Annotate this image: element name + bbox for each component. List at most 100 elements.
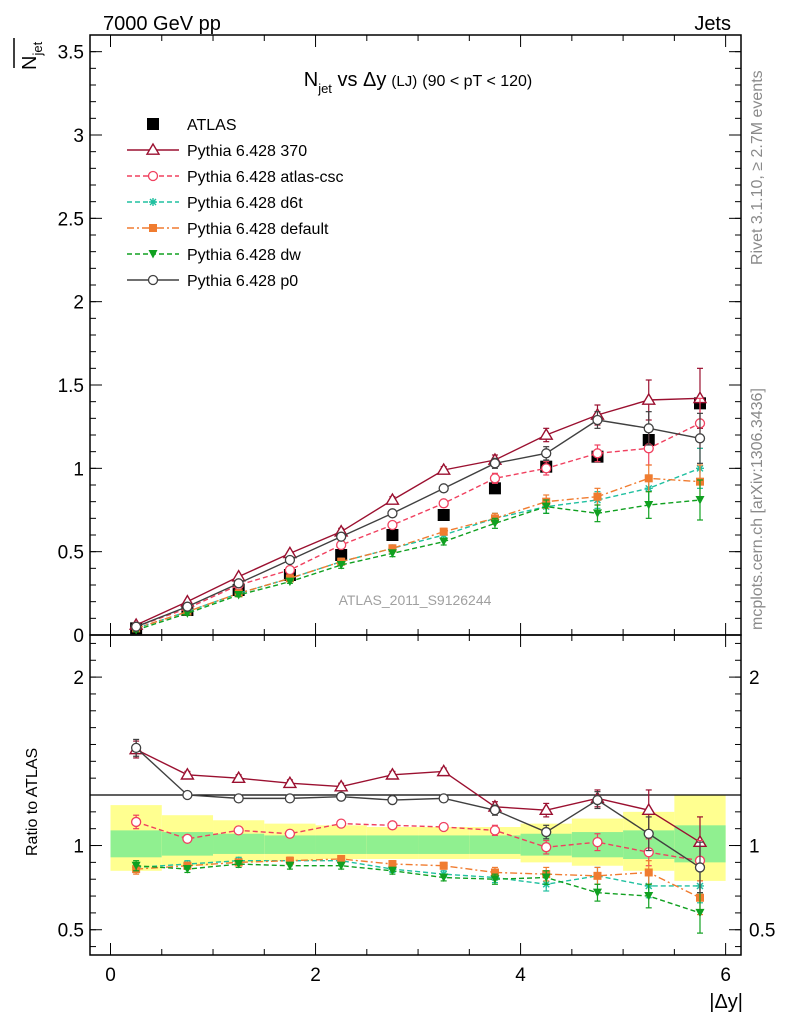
legend-item-pythia-6-428-p0: Pythia 6.428 p0	[127, 273, 298, 290]
data-point	[336, 791, 347, 802]
plot-title: Njet vs Δy (LJ) (90 < pT < 120)	[304, 69, 533, 96]
y-tick-label: 2	[73, 293, 84, 314]
legend-marker	[147, 170, 159, 182]
data-point	[436, 462, 451, 475]
legend-marker	[149, 198, 157, 206]
data-point	[541, 842, 552, 853]
data-point	[593, 871, 602, 880]
data-point	[385, 492, 400, 505]
ratio-panel: 0.5 0.5 1 1 2 2 0 2 4 6	[58, 634, 775, 986]
uncertainty-band-inner	[315, 835, 367, 854]
data-point	[694, 862, 706, 873]
data-point	[695, 908, 705, 918]
data-point	[182, 865, 192, 874]
data-point	[387, 508, 398, 519]
data-point	[234, 591, 244, 600]
data-point	[285, 577, 295, 587]
data-point	[233, 578, 244, 589]
side-label-rivet: Rivet 3.1.10, ≥ 2.7M events	[749, 70, 766, 265]
legend-item-pythia-6-428-atlas-csc: Pythia 6.428 atlas-csc	[127, 169, 344, 186]
data-point	[131, 861, 141, 871]
analysis-watermark: ATLAS_2011_S9126244	[339, 592, 492, 608]
data-point	[336, 861, 346, 871]
data-point	[284, 554, 296, 566]
series-line-pythia-6-428-dw	[135, 499, 701, 631]
data-point	[438, 821, 449, 833]
legend-item-pythia-6-428-dw: Pythia 6.428 dw	[127, 247, 301, 264]
data-point	[593, 492, 602, 501]
data-point	[182, 833, 193, 844]
data-point	[234, 860, 244, 869]
data-point	[541, 463, 552, 474]
data-point	[130, 816, 142, 828]
legend-label: Pythia 6.428 default	[187, 221, 329, 238]
y-tick-label: 2.5	[58, 209, 84, 230]
y-tick-label: 3	[73, 126, 84, 147]
data-point	[644, 474, 653, 483]
legend-label: Pythia 6.428 p0	[187, 273, 298, 290]
data-point	[644, 501, 654, 510]
data-point	[643, 423, 654, 434]
series-line-pythia-6-428-default	[136, 858, 701, 899]
data-point	[438, 498, 449, 509]
legend: ATLAS Pythia 6.428 370 Pythia 6.428 atlas-…	[127, 117, 344, 290]
data-point	[336, 818, 347, 829]
legend-marker	[147, 118, 159, 130]
series-line-pythia-6-428-d6t	[135, 467, 701, 629]
data-point	[387, 549, 397, 558]
x-tick-label: 4	[515, 965, 526, 986]
header-left: 7000 GeV pp	[103, 13, 221, 35]
legend-item-pythia-6-428-d6t: Pythia 6.428 d6t	[127, 195, 303, 212]
series-line-pythia-6-428-p0	[135, 747, 701, 869]
data-point	[438, 793, 449, 804]
legend-marker	[149, 224, 157, 232]
data-point	[333, 779, 349, 792]
data-point	[538, 802, 554, 816]
uncertainty-band-inner	[213, 833, 265, 854]
x-tick-label: 0	[105, 965, 116, 986]
y-tick-label: 0	[73, 626, 84, 647]
legend-label: ATLAS	[187, 117, 237, 134]
data-point	[643, 828, 654, 839]
y-tick-label: 3.5	[58, 43, 84, 64]
uncertainty-band-inner	[110, 830, 162, 858]
data-point	[284, 564, 296, 576]
data-point	[489, 825, 501, 836]
data-point	[285, 856, 294, 865]
data-point	[233, 793, 244, 804]
data-point	[233, 825, 244, 836]
data-point	[489, 458, 501, 469]
series-pythia-6-428-dw	[131, 860, 705, 934]
data-point	[285, 861, 295, 871]
series-line-pythia-6-428-atlas-csc	[135, 821, 701, 862]
ratio-y-tick-label-right: 2	[749, 668, 760, 689]
ratio-y-tick-label-right: 0.5	[749, 921, 775, 942]
series-line-pythia-6-428-d6t	[136, 859, 700, 887]
data-point	[439, 861, 448, 870]
side-label-mcplots: mcplots.cern.ch [arXiv:1306.3436]	[749, 388, 766, 630]
series-pythia-6-428-370	[128, 367, 708, 630]
legend-marker	[148, 250, 158, 259]
data-point	[284, 828, 296, 839]
data-point	[336, 531, 347, 542]
uncertainty-band-inner	[264, 835, 316, 854]
data-point	[592, 509, 602, 518]
data-point	[438, 483, 449, 494]
data-point	[490, 519, 500, 528]
data-point	[694, 433, 706, 444]
legend-label: Pythia 6.428 370	[187, 143, 307, 160]
legend-marker	[147, 274, 159, 286]
series-pythia-6-428-dw	[131, 479, 705, 635]
data-point	[387, 519, 398, 531]
y-tick-label: 1.5	[58, 376, 84, 397]
data-point	[336, 561, 346, 570]
data-point	[641, 392, 656, 405]
data-point	[130, 742, 142, 753]
x-tick-label: 2	[310, 965, 321, 986]
legend-item-pythia-6-428-default: Pythia 6.428 default	[127, 221, 329, 238]
y-tick-label: 0.5	[58, 543, 84, 564]
data-point	[180, 767, 195, 780]
y-tick-label: 1	[73, 459, 84, 480]
series-pythia-6-428-p0	[130, 411, 706, 632]
data-point	[538, 427, 554, 440]
